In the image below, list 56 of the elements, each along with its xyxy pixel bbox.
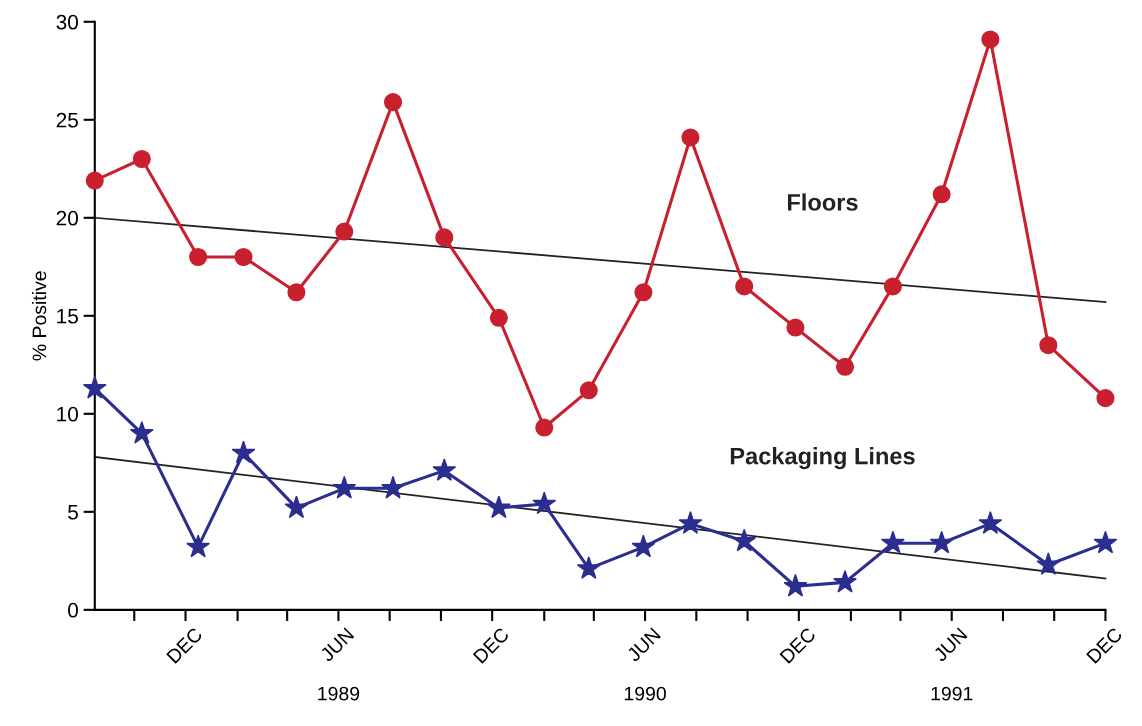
point: [883, 277, 902, 296]
x2-tick-label: 1990: [624, 686, 666, 701]
x2-tick-label: 1991: [931, 686, 973, 701]
y-tick-label: 15: [57, 309, 78, 324]
point: [835, 357, 855, 376]
point: [384, 93, 403, 112]
point: [880, 530, 905, 554]
point: [932, 185, 951, 204]
point: [489, 308, 508, 327]
y-tick-label: 5: [68, 505, 78, 520]
point: [85, 171, 104, 190]
point: [981, 30, 1000, 49]
point: [335, 222, 354, 241]
point: [833, 569, 857, 593]
y-tick-label: 20: [56, 210, 78, 226]
y-tick-label: 10: [57, 406, 78, 422]
y-tick-label: 0: [68, 602, 78, 618]
point: [1093, 530, 1118, 554]
point: [231, 440, 256, 464]
point: [284, 495, 309, 519]
point: [532, 491, 557, 515]
point: [735, 277, 754, 296]
point: [579, 381, 598, 400]
point: [678, 511, 703, 534]
point: [783, 573, 808, 597]
point: [786, 318, 805, 337]
point: [435, 228, 454, 247]
point: [1096, 389, 1115, 408]
x2-tick-label: 1989: [318, 686, 360, 701]
point: [189, 247, 208, 267]
point: [234, 247, 253, 267]
y-tick-label: 25: [56, 112, 78, 128]
point: [132, 149, 151, 169]
point: [535, 418, 554, 437]
point: [287, 283, 306, 302]
text: Floors: [787, 193, 858, 211]
point: [82, 375, 107, 399]
point: [732, 528, 757, 552]
point: [631, 534, 656, 558]
point: [681, 128, 700, 147]
point: [381, 475, 405, 499]
point: [486, 495, 511, 519]
y-axis-title: % Positive: [31, 271, 47, 361]
point: [1036, 552, 1061, 576]
point: [929, 530, 954, 554]
point: [978, 511, 1003, 534]
point: [1039, 336, 1058, 355]
point: [634, 283, 653, 302]
point: [186, 534, 211, 558]
point: [129, 420, 154, 444]
point: [576, 556, 601, 579]
point: [432, 458, 457, 481]
x-tick-label: JUN: [932, 627, 968, 663]
text: Packaging Lines: [730, 447, 915, 470]
point: [332, 475, 357, 499]
y-tick-label: 30: [56, 14, 78, 30]
